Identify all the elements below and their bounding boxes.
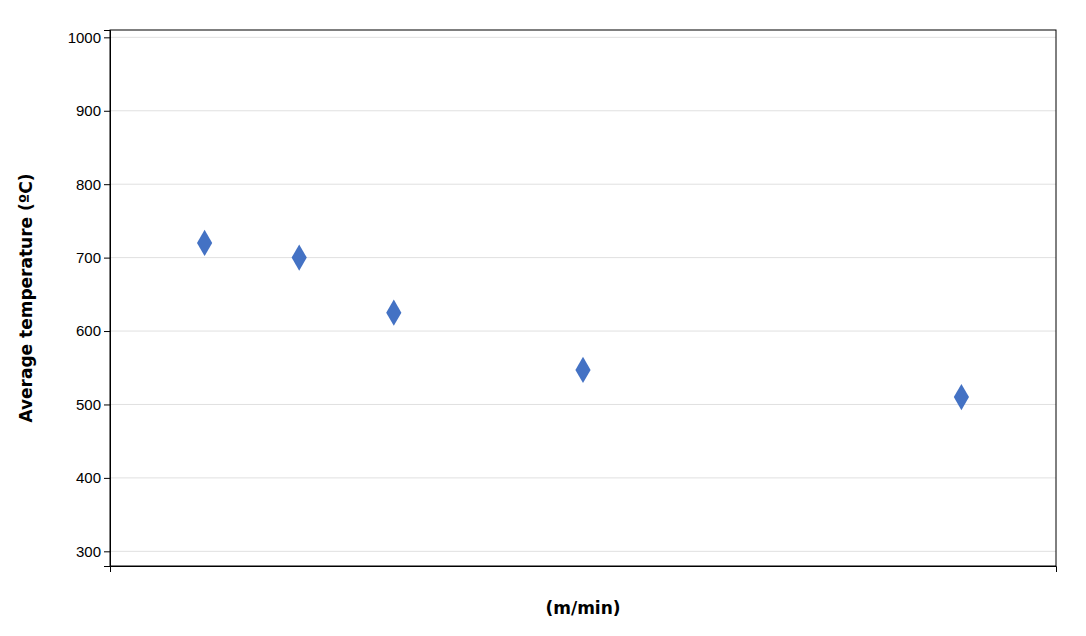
y-tick-mark — [104, 478, 110, 479]
y-tick-label: 800 — [76, 175, 101, 192]
y-tick: 800 — [76, 175, 110, 192]
x-axis — [111, 567, 1057, 573]
y-tick: 300 — [76, 543, 110, 560]
y-tick-mark — [104, 111, 110, 112]
grid-line — [110, 477, 1056, 478]
chart-svg: 300 400 500 600 700 800 900 1000 (m/min) Average … — [0, 0, 1086, 636]
grid-line — [110, 331, 1056, 332]
y-tick-mark — [104, 184, 110, 185]
y-tick-label: 300 — [76, 543, 101, 560]
grid-line — [110, 110, 1056, 111]
plot-frame — [110, 30, 1056, 566]
y-tick-label: 700 — [76, 249, 101, 266]
y-tick-mark — [104, 258, 110, 259]
y-tick-mark — [104, 551, 110, 552]
x-axis-line — [111, 567, 1057, 573]
point — [292, 244, 307, 270]
y-axis: 300 400 500 600 700 800 900 1000 — [68, 29, 111, 567]
y-tick-label: 900 — [76, 102, 101, 119]
y-tick-label: 600 — [76, 322, 101, 339]
grid-line — [110, 37, 1056, 38]
y-tick: 600 — [76, 322, 110, 339]
y-tick: 500 — [76, 396, 110, 413]
grid-line — [110, 257, 1056, 258]
y-tick-mark — [104, 37, 110, 38]
y-tick-mark — [104, 331, 110, 332]
y-tick-label: 400 — [76, 469, 101, 486]
grid-line — [110, 184, 1056, 185]
y-tick: 900 — [76, 102, 110, 119]
y-axis-line — [104, 31, 111, 567]
grid — [110, 37, 1056, 551]
point — [954, 384, 969, 410]
y-tick: 1000 — [68, 29, 110, 46]
points — [197, 230, 969, 411]
y-tick: 400 — [76, 469, 110, 486]
point — [575, 357, 590, 383]
grid-line — [110, 551, 1056, 552]
point — [197, 230, 212, 256]
plot-area: 300 400 500 600 700 800 900 1000 — [68, 29, 1057, 572]
y-tick-mark — [104, 404, 110, 405]
point — [386, 300, 401, 326]
chart-container: 300 400 500 600 700 800 900 1000 (m/min) Average … — [0, 0, 1086, 636]
y-tick-label: 1000 — [68, 29, 101, 46]
y-tick: 700 — [76, 249, 110, 266]
grid-line — [110, 404, 1056, 405]
x-axis-title: (m/min) — [545, 598, 620, 618]
y-tick-label: 500 — [76, 396, 101, 413]
y-axis-title: Average temperature (ºC) — [16, 173, 36, 422]
